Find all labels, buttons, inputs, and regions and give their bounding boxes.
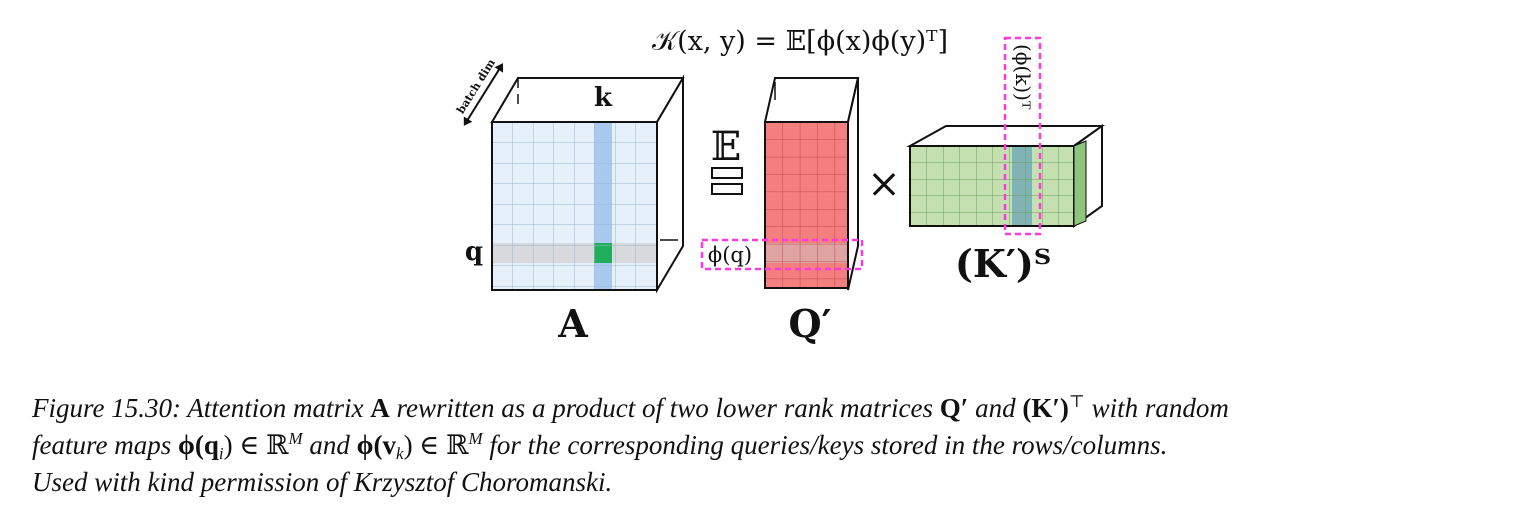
caption-text: and [309, 430, 350, 460]
matrix-Q-prime [763, 77, 860, 291]
caption-text: rewritten as a product of two lower rank… [396, 393, 933, 423]
equals-bar-bottom [711, 183, 743, 195]
figure-caption: Figure 15.30: Attention matrix A rewritt… [32, 390, 1522, 501]
matrix-A [490, 74, 685, 294]
caption-line-1: Figure 15.30: Attention matrix A rewritt… [32, 390, 1522, 427]
label-Q-prime: Q′ [788, 301, 831, 346]
caption-text: and [975, 393, 1016, 423]
label-phi-k-transpose: (ϕ(k))ᵀ [1011, 44, 1035, 110]
label-K-prime-transpose: (K′)ᵀ [955, 241, 1051, 286]
caption-text: Attention matrix [187, 393, 364, 423]
caption-text: for the corresponding queries/keys store… [489, 430, 1168, 460]
label-phi-q: ϕ(q) [708, 243, 752, 267]
caption-phi-q-expr: ϕ(qi) ∈ ℝM [177, 429, 303, 463]
matrix-A-top-face [490, 77, 685, 123]
caption-symbol-A: A [370, 393, 390, 423]
matrix-K-side-shade [1073, 140, 1087, 227]
kernel-formula: 𝒦(x, y) = 𝔼[ϕ(x)ϕ(y)ᵀ] [652, 26, 948, 57]
phi-q-highlight-box [700, 238, 864, 271]
label-A: A [557, 301, 588, 346]
label-k: k [594, 83, 613, 113]
expectation-symbol: 𝔼 [711, 124, 742, 170]
caption-symbol-Q-prime: Q′ [939, 393, 969, 423]
phi-k-highlight-box [1003, 36, 1042, 236]
caption-line-3: Used with kind permission of Krzysztof C… [32, 467, 613, 497]
caption-fig-label: Figure 15.30: [32, 393, 181, 423]
matrix-K-prime-transpose [906, 124, 1106, 228]
expectation-equals-symbol: 𝔼 [711, 124, 743, 195]
caption-phi-v-expr: ϕ(vk) ∈ ℝM [356, 429, 483, 463]
label-q: q [465, 237, 483, 267]
caption-line-2: feature maps ϕ(qi) ∈ ℝM and ϕ(vk) ∈ ℝM f… [32, 427, 1522, 464]
equals-bar-top [711, 167, 743, 179]
caption-text: with random [1091, 393, 1229, 423]
caption-text: feature maps [32, 430, 172, 460]
caption-symbol-K-prime-T: (K′)⊤ [1022, 392, 1085, 423]
attention-decomposition-diagram: 𝒦(x, y) = 𝔼[ϕ(x)ϕ(y)ᵀ] batch dim k q A 𝔼 [454, 26, 1106, 346]
times-symbol: × [867, 161, 901, 207]
